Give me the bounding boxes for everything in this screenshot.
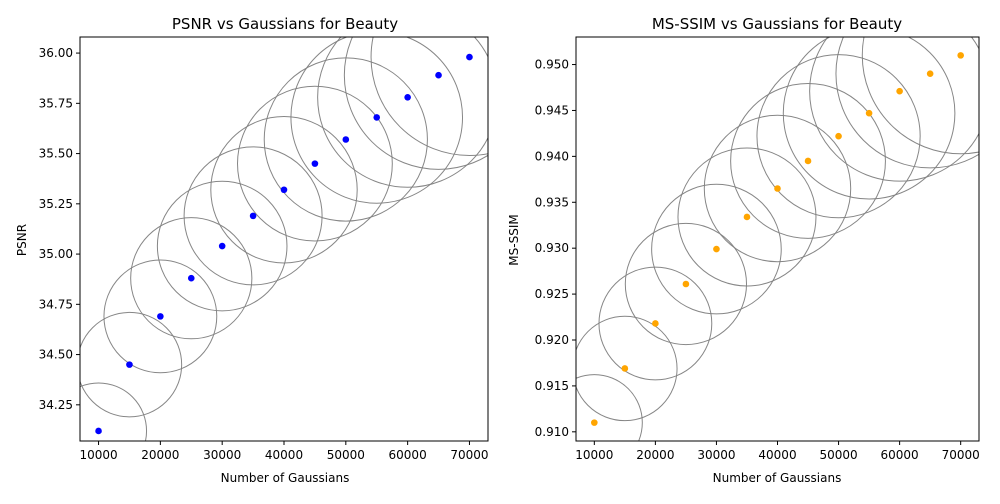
psnr-data-point (126, 361, 133, 368)
psnr-x-tick-label: 50000 (327, 448, 365, 462)
psnr-size-circle (156, 180, 288, 312)
psnr-y-tick-label: 35.50 (39, 147, 73, 161)
ms-ssim-size-circle (576, 315, 678, 422)
ms-ssim-data-point (957, 52, 964, 59)
ms-ssim-y-tick-label: 0.915 (535, 379, 569, 393)
psnr-x-tick-label: 30000 (203, 448, 241, 462)
ms-ssim-data-point (926, 70, 934, 78)
ms-ssim-x-tick-label: 60000 (881, 448, 919, 462)
psnr-data-point (218, 242, 226, 250)
ms-ssim-size-circle (730, 83, 886, 239)
psnr-size-circle (80, 382, 148, 441)
ms-ssim-x-tick-label: 20000 (636, 448, 674, 462)
ms-ssim-size-circle (782, 37, 956, 200)
psnr-data-point (311, 160, 319, 167)
ms-ssim-size-circle (598, 266, 713, 381)
psnr-size-circle (103, 259, 218, 374)
ms-ssim-panel: MS-SSIM vs Gaussians for Beauty Number o… (507, 15, 980, 485)
ms-ssim-size-circle (576, 374, 643, 441)
psnr-y-tick-label: 36.00 (39, 46, 73, 60)
psnr-x-tick-label: 10000 (79, 448, 117, 462)
ms-ssim-y-axis-label: MS-SSIM (507, 214, 521, 265)
psnr-x-axis-label: Number of Gaussians (221, 471, 350, 485)
psnr-data-point (466, 53, 473, 61)
psnr-size-circle (290, 37, 464, 204)
psnr-size-circle (183, 146, 323, 286)
psnr-data-point (435, 71, 442, 79)
psnr-y-axis-label: PSNR (15, 224, 29, 256)
ms-ssim-data-point (774, 185, 781, 192)
ms-ssim-chart-title: MS-SSIM vs Gaussians for Beauty (652, 15, 902, 33)
psnr-y-tick-label: 35.00 (39, 247, 73, 261)
ms-ssim-y-tick-label: 0.910 (535, 425, 569, 439)
ms-ssim-size-circle (756, 54, 921, 219)
ms-ssim-size-circle (677, 147, 817, 287)
ms-ssim-y-tick-label: 0.935 (535, 195, 569, 209)
ms-ssim-x-tick-label: 30000 (697, 448, 735, 462)
psnr-x-tick-label: 40000 (265, 448, 303, 462)
ms-ssim-x-axis-label: Number of Gaussians (713, 471, 842, 485)
psnr-data-point (95, 427, 102, 435)
ms-ssim-data-point (865, 109, 873, 117)
psnr-data-point (187, 274, 195, 282)
ms-ssim-data-point (621, 365, 629, 372)
psnr-size-circle (370, 37, 488, 156)
psnr-size-circle (80, 311, 183, 418)
ms-ssim-data-point (682, 280, 690, 288)
psnr-y-tick-label: 35.75 (39, 96, 73, 110)
psnr-x-tick-label: 20000 (141, 448, 179, 462)
psnr-data-point (342, 136, 350, 143)
psnr-size-circle (210, 116, 358, 264)
psnr-x-tick-label: 60000 (389, 448, 427, 462)
psnr-y-tick-label: 35.25 (39, 197, 73, 211)
psnr-data-point (404, 93, 411, 101)
psnr-size-circle (237, 85, 393, 242)
psnr-x-tick-label: 70000 (450, 448, 488, 462)
ms-ssim-data-point (652, 320, 659, 327)
psnr-y-tick-label: 34.25 (39, 398, 73, 412)
ms-ssim-data-point (896, 87, 903, 95)
psnr-data-point (280, 186, 288, 194)
ms-ssim-x-tick-label: 40000 (758, 448, 796, 462)
psnr-size-circle (343, 37, 488, 170)
ms-ssim-y-tick-label: 0.940 (535, 149, 569, 163)
ms-ssim-y-tick-label: 0.925 (535, 287, 569, 301)
ms-ssim-y-tick-label: 0.950 (535, 58, 569, 72)
ms-ssim-size-circle (624, 222, 748, 346)
psnr-data-point (157, 313, 164, 320)
ms-ssim-data-point (713, 245, 720, 253)
psnr-panel: PSNR vs Gaussians for Beauty Number of G… (15, 15, 489, 485)
psnr-plot-area (80, 37, 488, 441)
ms-ssim-size-circle (835, 37, 979, 169)
ms-ssim-plot-area (576, 37, 979, 441)
psnr-chart-title: PSNR vs Gaussians for Beauty (172, 15, 398, 33)
psnr-size-circle (130, 217, 253, 340)
ms-ssim-x-tick-label: 70000 (942, 448, 980, 462)
psnr-y-tick-label: 34.75 (39, 297, 73, 311)
psnr-data-point (373, 114, 381, 121)
ms-ssim-y-tick-label: 0.945 (535, 103, 569, 117)
psnr-size-circle (317, 37, 488, 188)
ms-ssim-size-circle (651, 183, 782, 315)
ms-ssim-size-circle (703, 114, 852, 263)
ms-ssim-size-circle (861, 37, 979, 155)
ms-ssim-data-point (804, 157, 812, 165)
ms-ssim-x-tick-label: 10000 (575, 448, 613, 462)
psnr-y-tick-label: 34.50 (39, 348, 73, 362)
ms-ssim-y-tick-label: 0.920 (535, 333, 569, 347)
ms-ssim-data-point (591, 419, 598, 426)
ms-ssim-y-tick-label: 0.930 (535, 241, 569, 255)
ms-ssim-size-circle (809, 37, 979, 182)
ms-ssim-data-point (835, 132, 842, 140)
ms-ssim-data-point (743, 213, 751, 221)
psnr-data-point (249, 212, 257, 220)
ms-ssim-x-tick-label: 50000 (819, 448, 857, 462)
